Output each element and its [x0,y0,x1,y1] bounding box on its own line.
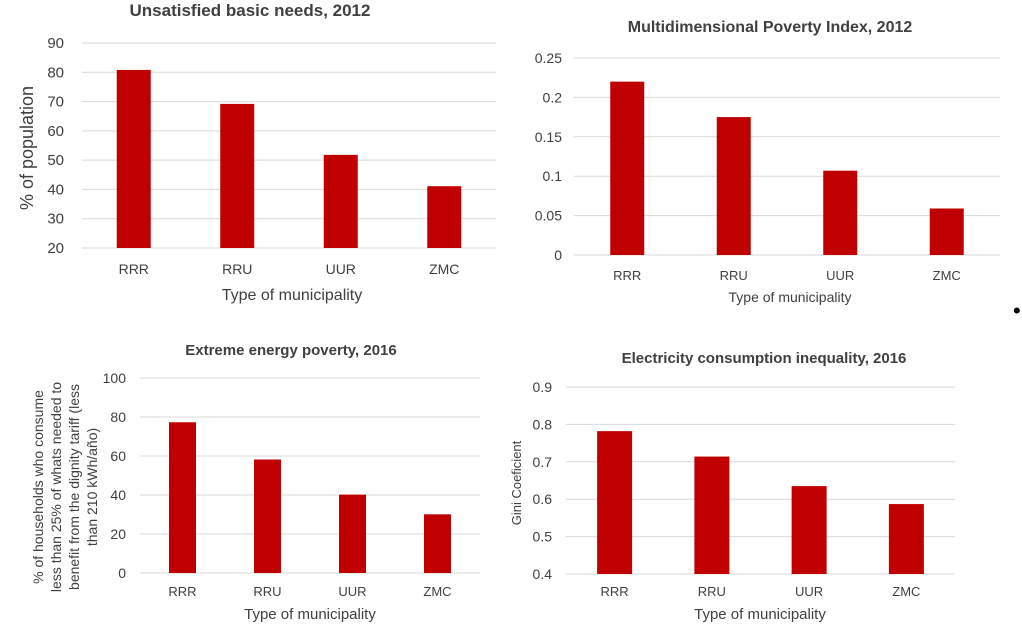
bar-zmc [929,208,964,255]
y-tick-label: 0.25 [535,50,562,66]
y-tick-label: 0 [118,565,126,581]
bar-rru [694,456,730,574]
bar-uur [791,486,827,574]
x-tick-label: RRU [253,584,281,599]
y-tick-label: 80 [47,64,64,81]
y-axis-label: Gini Coeficient [509,440,524,525]
y-tick-label: 100 [103,370,127,386]
y-tick-label: 30 [47,211,64,228]
chart-2: Multidimensional Poverty Index, 2012 0 0.0… [535,19,1000,305]
bar-uur [339,494,366,573]
x-axis-label: Type of municipality [694,606,826,623]
y-tick-label: 0.7 [533,454,553,470]
x-tick-label: RRR [119,261,149,277]
y-tick-label: 80 [110,409,126,425]
x-axis-label: Type of municipality [729,289,852,305]
x-tick-label: ZMC [423,584,451,599]
x-tick-label: RRR [601,584,629,599]
chart-title: Extreme energy poverty, 2016 [185,342,397,359]
y-tick-label: 0.5 [533,529,553,545]
x-tick-label: ZMC [429,261,459,277]
y-axis-label: % of households who consume less than 25%… [30,382,100,592]
stray-bullet: • [1013,298,1021,323]
x-tick-label: ZMC [892,584,920,599]
bar-rru [716,117,751,255]
y-axis-label-line: benefit from the dignity tariff (less [66,384,82,590]
bar-uur [823,170,858,255]
y-tick-label: 20 [110,526,126,542]
y-tick-label: 0.9 [533,379,553,395]
y-axis-label-line: less than 25% of whats needed to [48,382,64,592]
y-axis-label: % of population [17,86,37,210]
x-tick-label: RRU [222,261,252,277]
y-tick-label: 0.4 [533,566,553,582]
bar-zmc [424,514,451,573]
x-axis-label: Type of municipality [222,287,363,304]
y-tick-label: 0.6 [533,491,553,507]
chart-title: Multidimensional Poverty Index, 2012 [628,19,913,36]
bar-uur [323,154,358,248]
y-tick-label: 90 [47,35,64,52]
chart-4: Electricity consumption inequality, 2016… [509,350,955,623]
y-tick-label: 0.2 [543,89,563,105]
bar-zmc [888,504,924,574]
x-tick-label: RRU [720,268,748,283]
y-tick-label: 0 [554,247,562,263]
y-tick-label: 60 [47,123,64,140]
y-tick-label: 40 [47,181,64,198]
y-tick-label: 0.05 [535,208,562,224]
bar-rrr [169,422,196,573]
chart-1: Unsatisfied basic needs, 2012 20 30 40 50 60 7… [17,1,496,304]
bar-rrr [610,81,645,255]
bar-rrr [597,431,633,574]
y-tick-label: 40 [110,487,126,503]
y-tick-label: 50 [47,152,64,169]
y-tick-label: 0.15 [535,129,562,145]
bar-rrr [116,69,151,248]
x-tick-label: RRR [613,268,641,283]
y-tick-label: 0.8 [533,416,553,432]
y-tick-label: 60 [110,448,126,464]
x-tick-label: RRU [698,584,726,599]
x-tick-label: UUR [326,261,356,277]
chart-3: Extreme energy poverty, 2016 0 20 40 60 80 100… [30,342,480,623]
chart-title: Electricity consumption inequality, 2016 [622,350,907,367]
y-tick-label: 0.1 [543,168,563,184]
x-tick-label: UUR [826,268,854,283]
x-tick-label: UUR [338,584,366,599]
y-tick-label: 70 [47,94,64,111]
x-axis-label: Type of municipality [244,606,376,623]
x-tick-label: UUR [795,584,823,599]
x-tick-label: ZMC [933,268,961,283]
bar-zmc [427,186,462,248]
bar-rru [254,459,281,573]
chart-title: Unsatisfied basic needs, 2012 [130,1,371,20]
x-tick-label: RRR [168,584,196,599]
y-axis-label-line: than 210 kWh/año) [84,428,100,546]
bar-rru [220,103,255,249]
y-tick-label: 20 [47,240,64,257]
y-axis-label-line: % of households who consume [30,390,46,584]
